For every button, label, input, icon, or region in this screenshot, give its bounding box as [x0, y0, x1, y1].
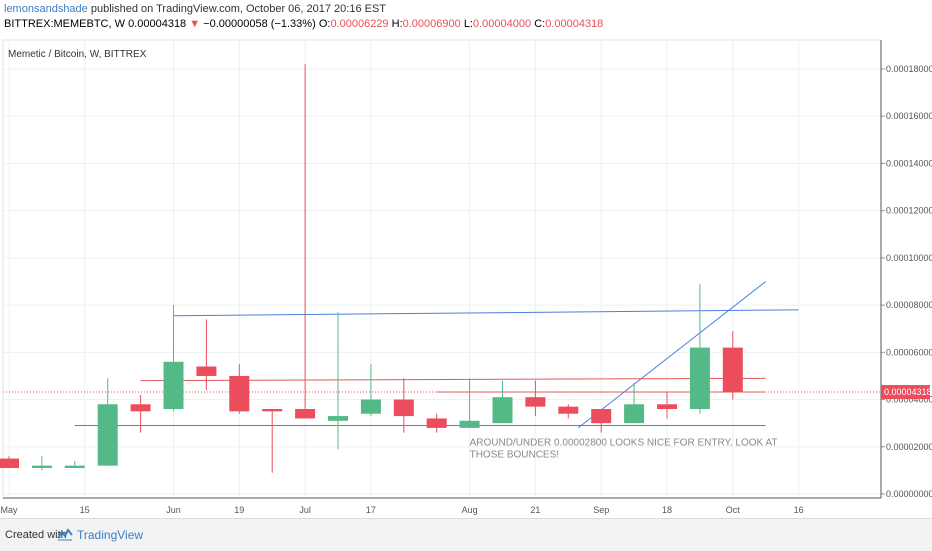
created-with-text: Created with — [5, 529, 67, 541]
candle-body-up — [689, 347, 710, 409]
footer: Created with TradingView — [0, 518, 932, 551]
y-tick-label: 0.00008000 — [886, 300, 932, 310]
candle-body-down — [657, 404, 677, 409]
y-tick-label: 0.00014000 — [886, 158, 932, 168]
candle-body-down — [0, 458, 19, 469]
chart-area[interactable]: 0.00018000 0.00016000 0.00014000 0.00012000… — [0, 38, 932, 515]
down-arrow-icon: ▼ — [189, 18, 201, 30]
y-tick-label: 0.00006000 — [886, 347, 932, 357]
x-tick-label: Jun — [166, 505, 181, 515]
chart-title: Memetic / Bitcoin, W, BITTREX — [8, 49, 147, 60]
y-tick-label: 0.00016000 — [886, 111, 932, 121]
close-value: 0.00004318 — [545, 18, 604, 30]
candle-body-down — [196, 366, 217, 376]
y-tick-label: 0.00004000 — [886, 395, 932, 405]
annotation-text-line-2: THOSE BOUNCES! — [470, 450, 559, 461]
x-tick-label: 19 — [234, 505, 244, 515]
x-tick-label: Jul — [299, 505, 311, 515]
close-label: C: — [534, 18, 546, 30]
x-tick-label: 18 — [662, 505, 672, 515]
open-value: 0.00006229 — [330, 18, 389, 30]
candle-body-up — [459, 420, 480, 428]
candle-body-up — [624, 404, 645, 424]
change-value: −0.00000058 (−1.33%) — [203, 18, 316, 30]
y-tick-label: 0.00012000 — [886, 206, 932, 216]
candle-body-up — [97, 404, 118, 466]
candle-body-up — [492, 397, 513, 424]
last-price-tag — [881, 385, 930, 400]
candlestick-chart[interactable]: 0.00018000 0.00016000 0.00014000 0.00012000… — [0, 38, 932, 515]
y-tick-label: 0.00002000 — [886, 442, 932, 452]
candle-body-down — [525, 397, 546, 407]
trend-line — [173, 309, 799, 317]
x-tick-label: 15 — [80, 505, 90, 515]
high-label: H: — [391, 18, 403, 30]
x-tick-label: 17 — [366, 505, 376, 515]
last-value: 0.00004318 — [128, 18, 187, 30]
author-link[interactable]: lemonsandshade — [4, 3, 88, 15]
low-value: 0.00004000 — [473, 18, 532, 30]
published-text: published on TradingView.com, October 06… — [90, 3, 387, 15]
x-tick-label: Sep — [593, 505, 609, 515]
x-tick-label: May — [0, 505, 18, 515]
candle-body-up — [31, 465, 52, 469]
x-tick-label: 16 — [794, 505, 804, 515]
candle-body-up — [360, 399, 381, 414]
last-price-label: 0.00004318 — [884, 387, 932, 397]
y-tick-label: 0.00010000 — [886, 253, 932, 263]
candle-body-up — [64, 465, 85, 469]
candle-body-up — [328, 416, 348, 421]
high-value: 0.00006900 — [402, 18, 461, 30]
y-tick-label: 0.00018000 — [886, 64, 932, 74]
candle-body-down — [558, 406, 579, 414]
candle-body-down — [722, 347, 743, 392]
candle-body-down — [591, 409, 612, 424]
y-tick-label: 0.00000000 — [886, 489, 932, 499]
candle-body-down — [295, 409, 316, 419]
x-tick-label: 21 — [530, 505, 540, 515]
symbol-info: BITTREX:MEMEBTC, W 0.00004318 ▼ −0.00000… — [4, 17, 603, 31]
candle-body-down — [393, 399, 414, 417]
candle-body-down — [130, 404, 151, 412]
annotation-text: AROUND/UNDER 0.00002800 LOOKS NICE FOR E… — [470, 438, 778, 449]
publish-info: lemonsandshade published on TradingView.… — [4, 2, 386, 16]
x-tick-label: Oct — [726, 505, 741, 515]
candle-body-down — [262, 409, 283, 412]
low-label: L: — [463, 18, 473, 30]
symbol-name: BITTREX:MEMEBTC, W — [4, 18, 125, 30]
candle-body-down — [426, 418, 447, 428]
candle-body-up — [163, 361, 184, 409]
tradingview-logo-icon — [57, 528, 73, 541]
open-label: O: — [318, 18, 331, 30]
plot-border — [2, 39, 882, 499]
tradingview-brand[interactable]: TradingView — [77, 528, 144, 542]
candle-body-down — [229, 375, 250, 412]
trend-line — [577, 281, 767, 429]
x-tick-label: Aug — [462, 505, 478, 515]
